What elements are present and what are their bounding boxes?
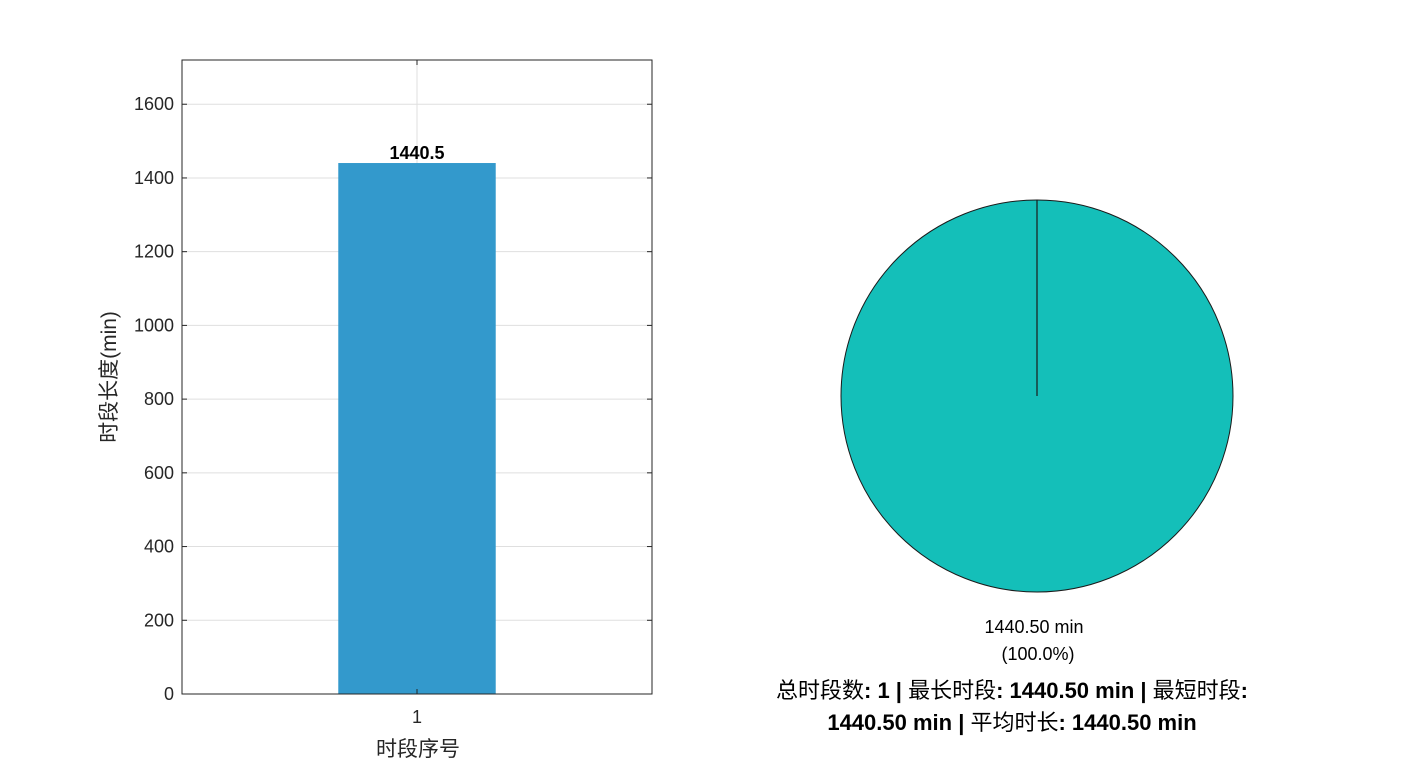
summary-part: 最长时段 — [908, 678, 997, 703]
y-tick-label: 0 — [164, 684, 174, 704]
bar-chart-data-labels: 1440.5 — [389, 143, 444, 163]
y-axis-label: 时段长度(min) — [98, 311, 121, 443]
summary-part: : 1440.50 min | — [827, 678, 1248, 735]
summary-part: 平均时长 — [970, 710, 1059, 735]
y-tick-label: 800 — [144, 389, 174, 409]
bar-chart: 0 200 400 600 800 1000 1200 1400 1600 1 1440.5 时段… — [98, 59, 653, 761]
summary-part: : 1440.50 min — [1058, 710, 1197, 735]
y-tick-label: 600 — [144, 463, 174, 483]
x-axis-label: 时段序号 — [376, 738, 460, 761]
y-tick-label: 1400 — [134, 168, 174, 188]
pie-chart: 1440.50 min (100.0%) — [840, 199, 1234, 664]
y-tick-label: 400 — [144, 537, 174, 557]
y-tick-label: 1000 — [134, 315, 174, 335]
pie-summary-text: 总时段数: 1 | 最长时段: 1440.50 min | 最短时段 : 1440… — [742, 675, 1282, 739]
summary-part: : 1440.50 min | — [996, 678, 1153, 703]
x-tick-label: 1 — [412, 707, 422, 727]
bar-chart-bars — [338, 163, 496, 694]
y-tick-label: 1600 — [134, 94, 174, 114]
bar — [338, 163, 496, 694]
pie-slice-label: 1440.50 min — [984, 617, 1083, 637]
bar-chart-ticks: 0 200 400 600 800 1000 1200 1400 1600 1 — [134, 60, 652, 727]
summary-part: 总时段数 — [775, 678, 864, 703]
pie-slices — [840, 199, 1234, 593]
y-tick-label: 1200 — [134, 242, 174, 262]
summary-part: 最短时段 — [1152, 678, 1241, 703]
bar-data-label: 1440.5 — [389, 143, 444, 163]
summary-part: : 1 | — [864, 678, 909, 703]
y-tick-label: 200 — [144, 610, 174, 630]
pie-slice-percent: (100.0%) — [1001, 644, 1074, 664]
